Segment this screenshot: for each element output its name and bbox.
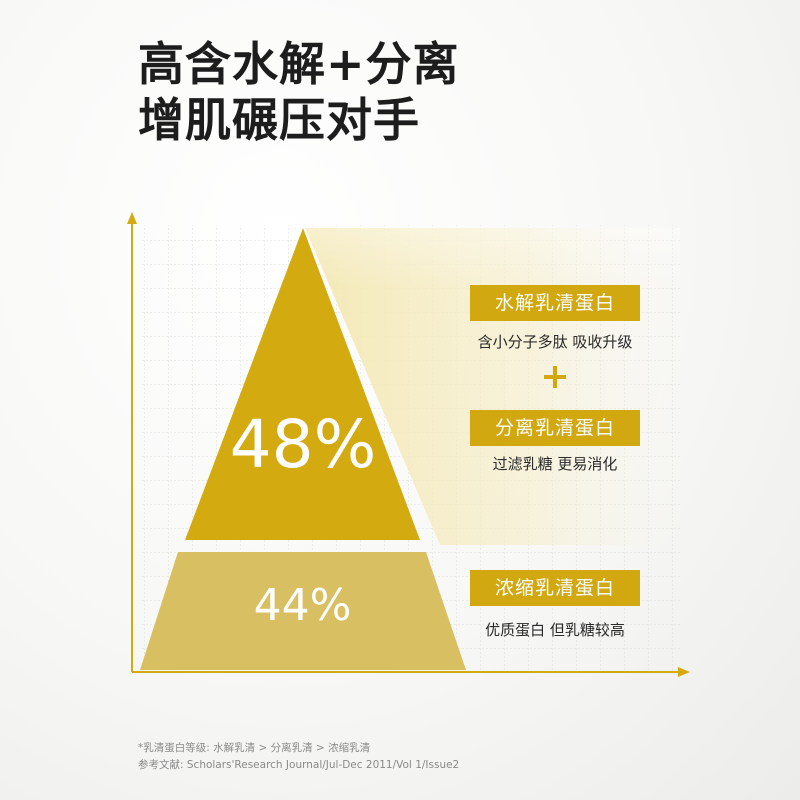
x-axis-arrow-icon	[678, 667, 690, 677]
hydrolyzed-whey-desc: 含小分子多肽 吸收升级	[477, 333, 633, 351]
hydrolyzed-whey-label: 水解乳清蛋白	[470, 285, 640, 321]
headline-line-2: 增肌碾压对手	[138, 93, 420, 147]
isolate-whey-label: 分离乳清蛋白	[470, 410, 640, 446]
highlight-fade	[305, 228, 680, 288]
tier-top-percent: 48%	[229, 406, 377, 483]
plus-icon	[542, 364, 568, 390]
concentrate-whey-desc: 优质蛋白 但乳糖较高	[485, 621, 625, 639]
y-axis-arrow-icon	[127, 212, 137, 224]
isolate-whey-desc: 过滤乳糖 更易消化	[492, 455, 618, 473]
pyramid-bottom-tier	[140, 552, 466, 670]
headline-line-1: 高含水解+分离	[138, 37, 460, 91]
footnote-reference: 参考文献: Scholars'Research Journal/Jul-Dec …	[138, 759, 460, 771]
tier-bottom-percent: 44%	[253, 580, 352, 631]
footnote-grade: *乳清蛋白等级: 水解乳清 > 分离乳清 > 浓缩乳清	[138, 742, 371, 754]
headline: 高含水解+分离 增肌碾压对手	[138, 36, 460, 148]
pyramid-top-tier	[185, 228, 420, 540]
concentrate-whey-label: 浓缩乳清蛋白	[470, 570, 640, 606]
